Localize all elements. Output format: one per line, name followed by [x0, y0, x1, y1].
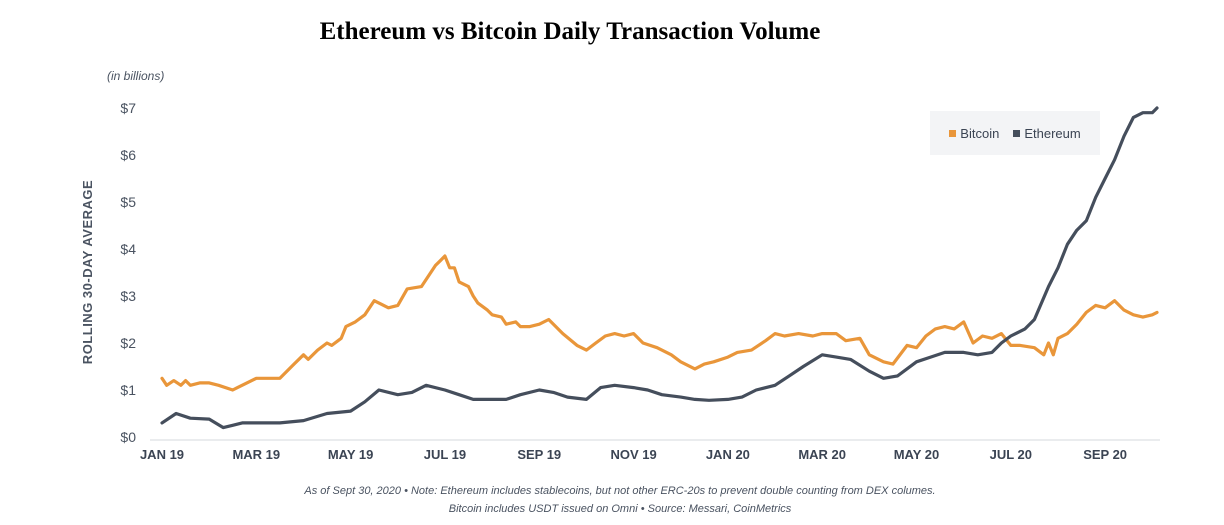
y-tick-label: $7 [120, 100, 136, 116]
y-tick-label: $3 [120, 288, 136, 304]
legend: Bitcoin Ethereum [930, 111, 1100, 155]
x-tick-label: SEP 20 [1083, 447, 1127, 462]
series-line-ethereum [160, 106, 1159, 430]
footnote-line-1: As of Sept 30, 2020 • Note: Ethereum inc… [304, 485, 936, 497]
x-tick-label: MAY 20 [894, 447, 940, 462]
x-tick-label: JUL 20 [990, 447, 1032, 462]
y-tick-label: $4 [120, 241, 136, 257]
y-tick-label: $1 [120, 382, 136, 398]
chart-title: Ethereum vs Bitcoin Daily Transaction Vo… [319, 18, 821, 45]
series-line-bitcoin [160, 254, 1159, 392]
x-tick-label: NOV 19 [610, 447, 656, 462]
x-tick-label: JAN 19 [140, 447, 184, 462]
x-tick-label: JAN 20 [706, 447, 750, 462]
legend-swatch-ethereum [1013, 129, 1021, 137]
x-tick-label: MAR 20 [798, 447, 846, 462]
unit-note: (in billions) [107, 69, 165, 83]
legend-item-bitcoin: Bitcoin [949, 126, 999, 141]
footnote-line-2: Bitcoin includes USDT issued on Omni • S… [448, 503, 792, 515]
legend-label-bitcoin: Bitcoin [960, 125, 1000, 141]
legend-swatch-bitcoin [949, 129, 957, 137]
y-tick-label: $0 [120, 429, 136, 445]
x-tick-label: MAR 19 [232, 447, 280, 462]
y-tick-label: $6 [120, 147, 136, 163]
legend-label-ethereum: Ethereum [1024, 125, 1081, 141]
y-tick-label: $5 [120, 194, 136, 210]
x-tick-label: SEP 19 [517, 447, 561, 462]
x-tick-label: JUL 19 [424, 447, 466, 462]
legend-item-ethereum: Ethereum [1013, 125, 1081, 141]
y-tick-label: $2 [120, 335, 136, 351]
x-tick-label: MAY 19 [328, 447, 374, 462]
